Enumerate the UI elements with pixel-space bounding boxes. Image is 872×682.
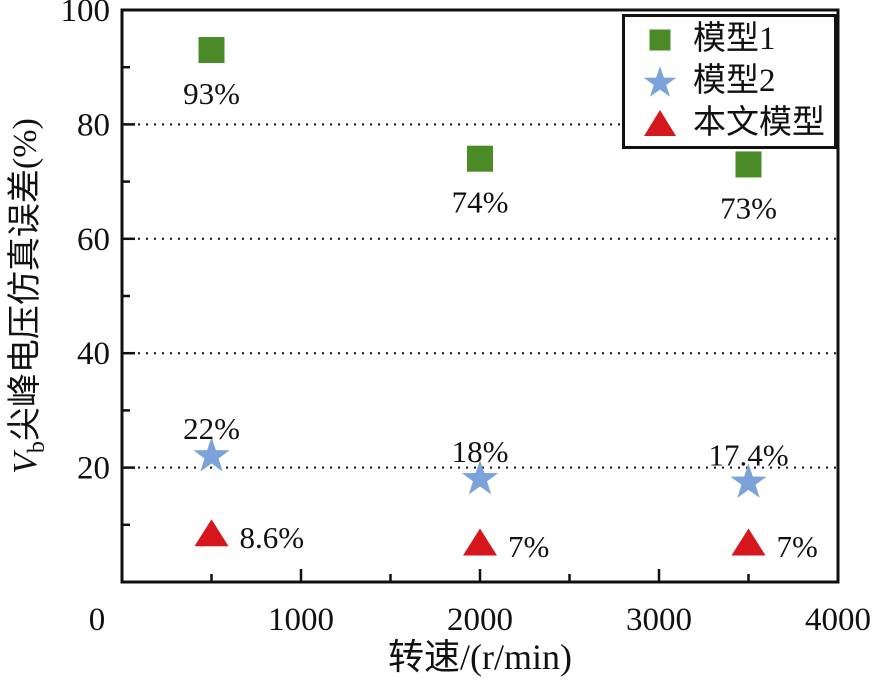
y-tick-label-100: 100 — [61, 0, 111, 29]
y-axis-title: Vb尖峰电压仿真误差(%) — [4, 16, 50, 576]
square-glyph — [649, 29, 671, 51]
marker-star — [461, 460, 499, 495]
red-triangle-icon — [644, 110, 676, 137]
point-label: 73% — [720, 190, 777, 225]
x-tick-label-1000: 1000 — [268, 602, 334, 638]
marker-star — [730, 463, 767, 498]
legend-label-proposed-model: 本文模型 — [693, 104, 825, 141]
marker-square — [735, 151, 762, 178]
legend: 模型1 模型2 本文模型 — [622, 14, 837, 149]
y-axis-title-subscript: b — [23, 441, 50, 454]
marker-triangle — [463, 528, 497, 556]
marker-triangle — [731, 528, 766, 556]
marker-star — [193, 437, 230, 472]
marker-square — [467, 145, 493, 172]
marker-triangle — [194, 519, 229, 547]
star-glyph — [643, 65, 677, 97]
x-tick-label-3000: 3000 — [626, 602, 692, 638]
point-label: 8.6% — [240, 520, 305, 555]
point-label: 74% — [452, 185, 509, 220]
x-axis-title: 转速/(r/min) — [388, 637, 572, 677]
point-label: 17.4% — [708, 437, 788, 472]
y-tick-label-40: 40 — [77, 336, 110, 372]
marker-square — [198, 37, 225, 64]
triangle-glyph — [644, 110, 676, 137]
y-axis-title-variable: V — [7, 453, 44, 474]
point-label: 93% — [183, 76, 240, 111]
x-tick-label-0: 0 — [89, 602, 106, 638]
point-label: 22% — [183, 411, 240, 446]
x-tick-label-4000: 4000 — [805, 602, 871, 638]
x-tick-label-2000: 2000 — [447, 602, 513, 638]
y-axis-title-text: 尖峰电压仿真误差(%) — [7, 118, 44, 442]
point-label: 18% — [452, 434, 509, 469]
legend-label-model1: 模型1 — [693, 21, 776, 58]
y-tick-label-20: 20 — [77, 451, 110, 487]
legend-item-proposed-model: 本文模型 — [637, 103, 834, 143]
legend-item-model2: 模型2 — [637, 62, 834, 102]
green-square-icon — [649, 29, 671, 51]
blue-star-icon — [643, 65, 677, 97]
y-tick-label-60: 60 — [77, 222, 110, 258]
legend-item-model1: 模型1 — [637, 20, 834, 60]
legend-label-model2: 模型2 — [693, 63, 776, 99]
y-tick-label-80: 80 — [77, 107, 110, 143]
point-label: 7% — [508, 529, 549, 564]
point-label: 7% — [777, 529, 818, 564]
